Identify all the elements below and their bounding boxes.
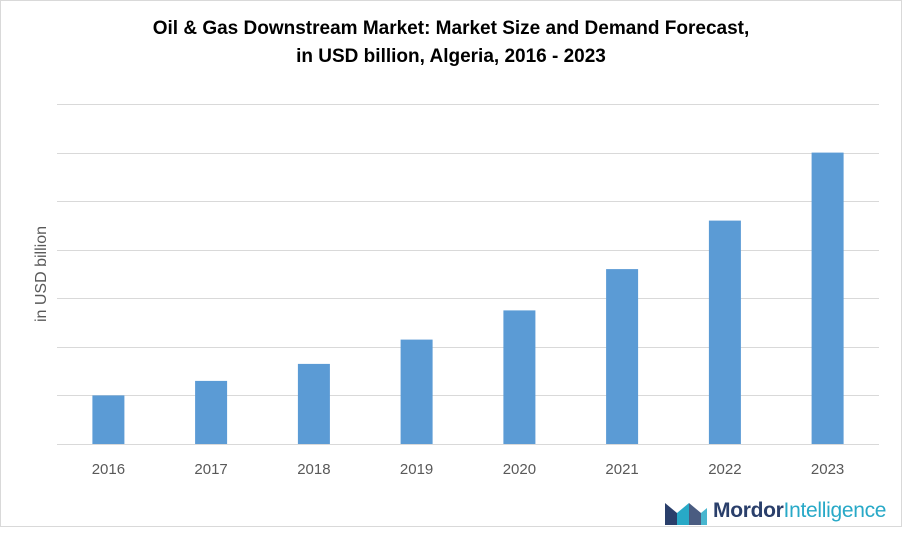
x-tick-label-2021: 2021 — [605, 461, 638, 478]
x-tick-label-2017: 2017 — [194, 461, 227, 478]
bar-2018 — [297, 363, 330, 444]
bar-2020 — [503, 310, 536, 444]
brand-name-part-2: Intelligence — [783, 499, 887, 522]
bar-2016 — [92, 395, 125, 444]
bar-2019 — [400, 339, 433, 444]
x-tick-label-2019: 2019 — [400, 461, 433, 478]
bar-2022 — [708, 220, 741, 444]
chart-title-line-1: Oil & Gas Downstream Market: Market Size… — [152, 18, 750, 39]
brand-logo: MordorIntelligence — [663, 495, 899, 529]
bar-2017 — [195, 380, 228, 444]
x-tick-label-2023: 2023 — [811, 461, 844, 478]
bar-2023 — [811, 152, 844, 444]
x-tick-label-2022: 2022 — [708, 461, 741, 478]
x-tick-label-2018: 2018 — [297, 461, 330, 478]
bar-2021 — [606, 269, 639, 444]
x-tick-label-2020: 2020 — [503, 461, 536, 478]
brand-name-part-1: Mordor — [713, 499, 784, 522]
chart-title: Oil & Gas Downstream Market: Market Size… — [1, 15, 901, 71]
chart-title-line-2: in USD billion, Algeria, 2016 - 2023 — [296, 46, 606, 67]
brand-mark-icon — [665, 503, 707, 525]
x-tick-label-2016: 2016 — [92, 461, 125, 478]
brand-name: MordorIntelligence — [713, 499, 886, 523]
